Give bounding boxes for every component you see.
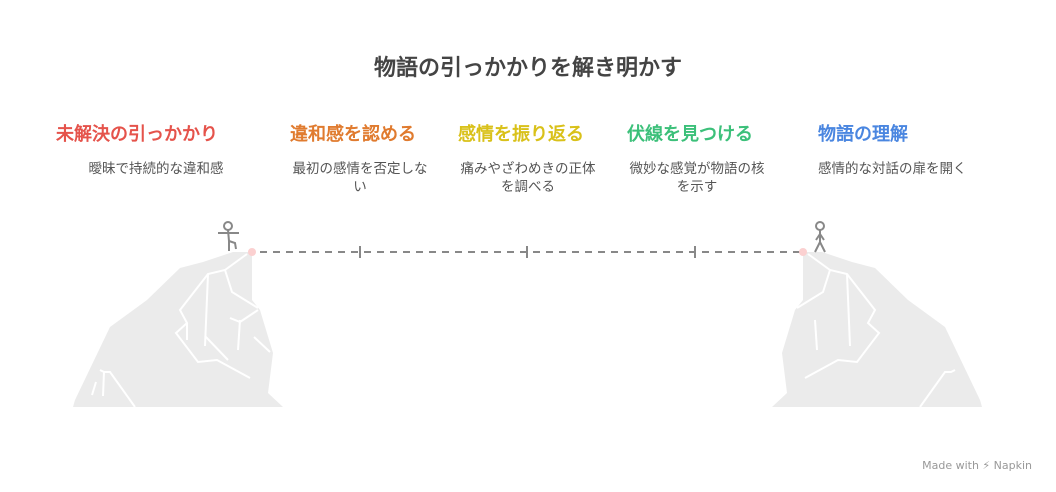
step-description: 感情的な対話の扉を開く [818,161,967,177]
step-heading: 物語の理解 [818,124,908,145]
step-heading: 伏線を見つける [627,124,753,145]
stick-figure-standing-icon [814,221,826,253]
step-description: 微妙な感覚が物語の核を示す [629,161,765,195]
start-marker [248,248,256,256]
step-unresolved: 未解決の引っかかり 曖昧で持続的な違和感 [56,120,226,178]
left-cliff [73,252,283,408]
step-heading: 感情を振り返る [458,124,584,145]
step-reflect: 感情を振り返る 痛みやざわめきの正体を調べる [458,120,628,196]
end-marker [799,248,807,256]
step-description: 痛みやざわめきの正体を調べる [460,161,596,195]
stick-figure-walking-icon [218,221,239,251]
page-title: 物語の引っかかりを解き明かす [373,56,682,81]
napkin-credit[interactable]: Made with ⚡ Napkin [922,459,1032,472]
step-understanding: 物語の理解 感情的な対話の扉を開く [818,120,988,178]
step-description: 最初の感情を否定しない [292,161,428,195]
dashed-path [260,246,800,258]
step-description: 曖昧で持続的な違和感 [88,161,224,177]
right-cliff [772,252,982,408]
step-foreshadow: 伏線を見つける 微妙な感覚が物語の核を示す [627,120,797,196]
step-heading: 違和感を認める [290,124,416,145]
step-acknowledge: 違和感を認める 最初の感情を否定しない [290,120,460,196]
step-heading: 未解決の引っかかり [56,124,218,145]
